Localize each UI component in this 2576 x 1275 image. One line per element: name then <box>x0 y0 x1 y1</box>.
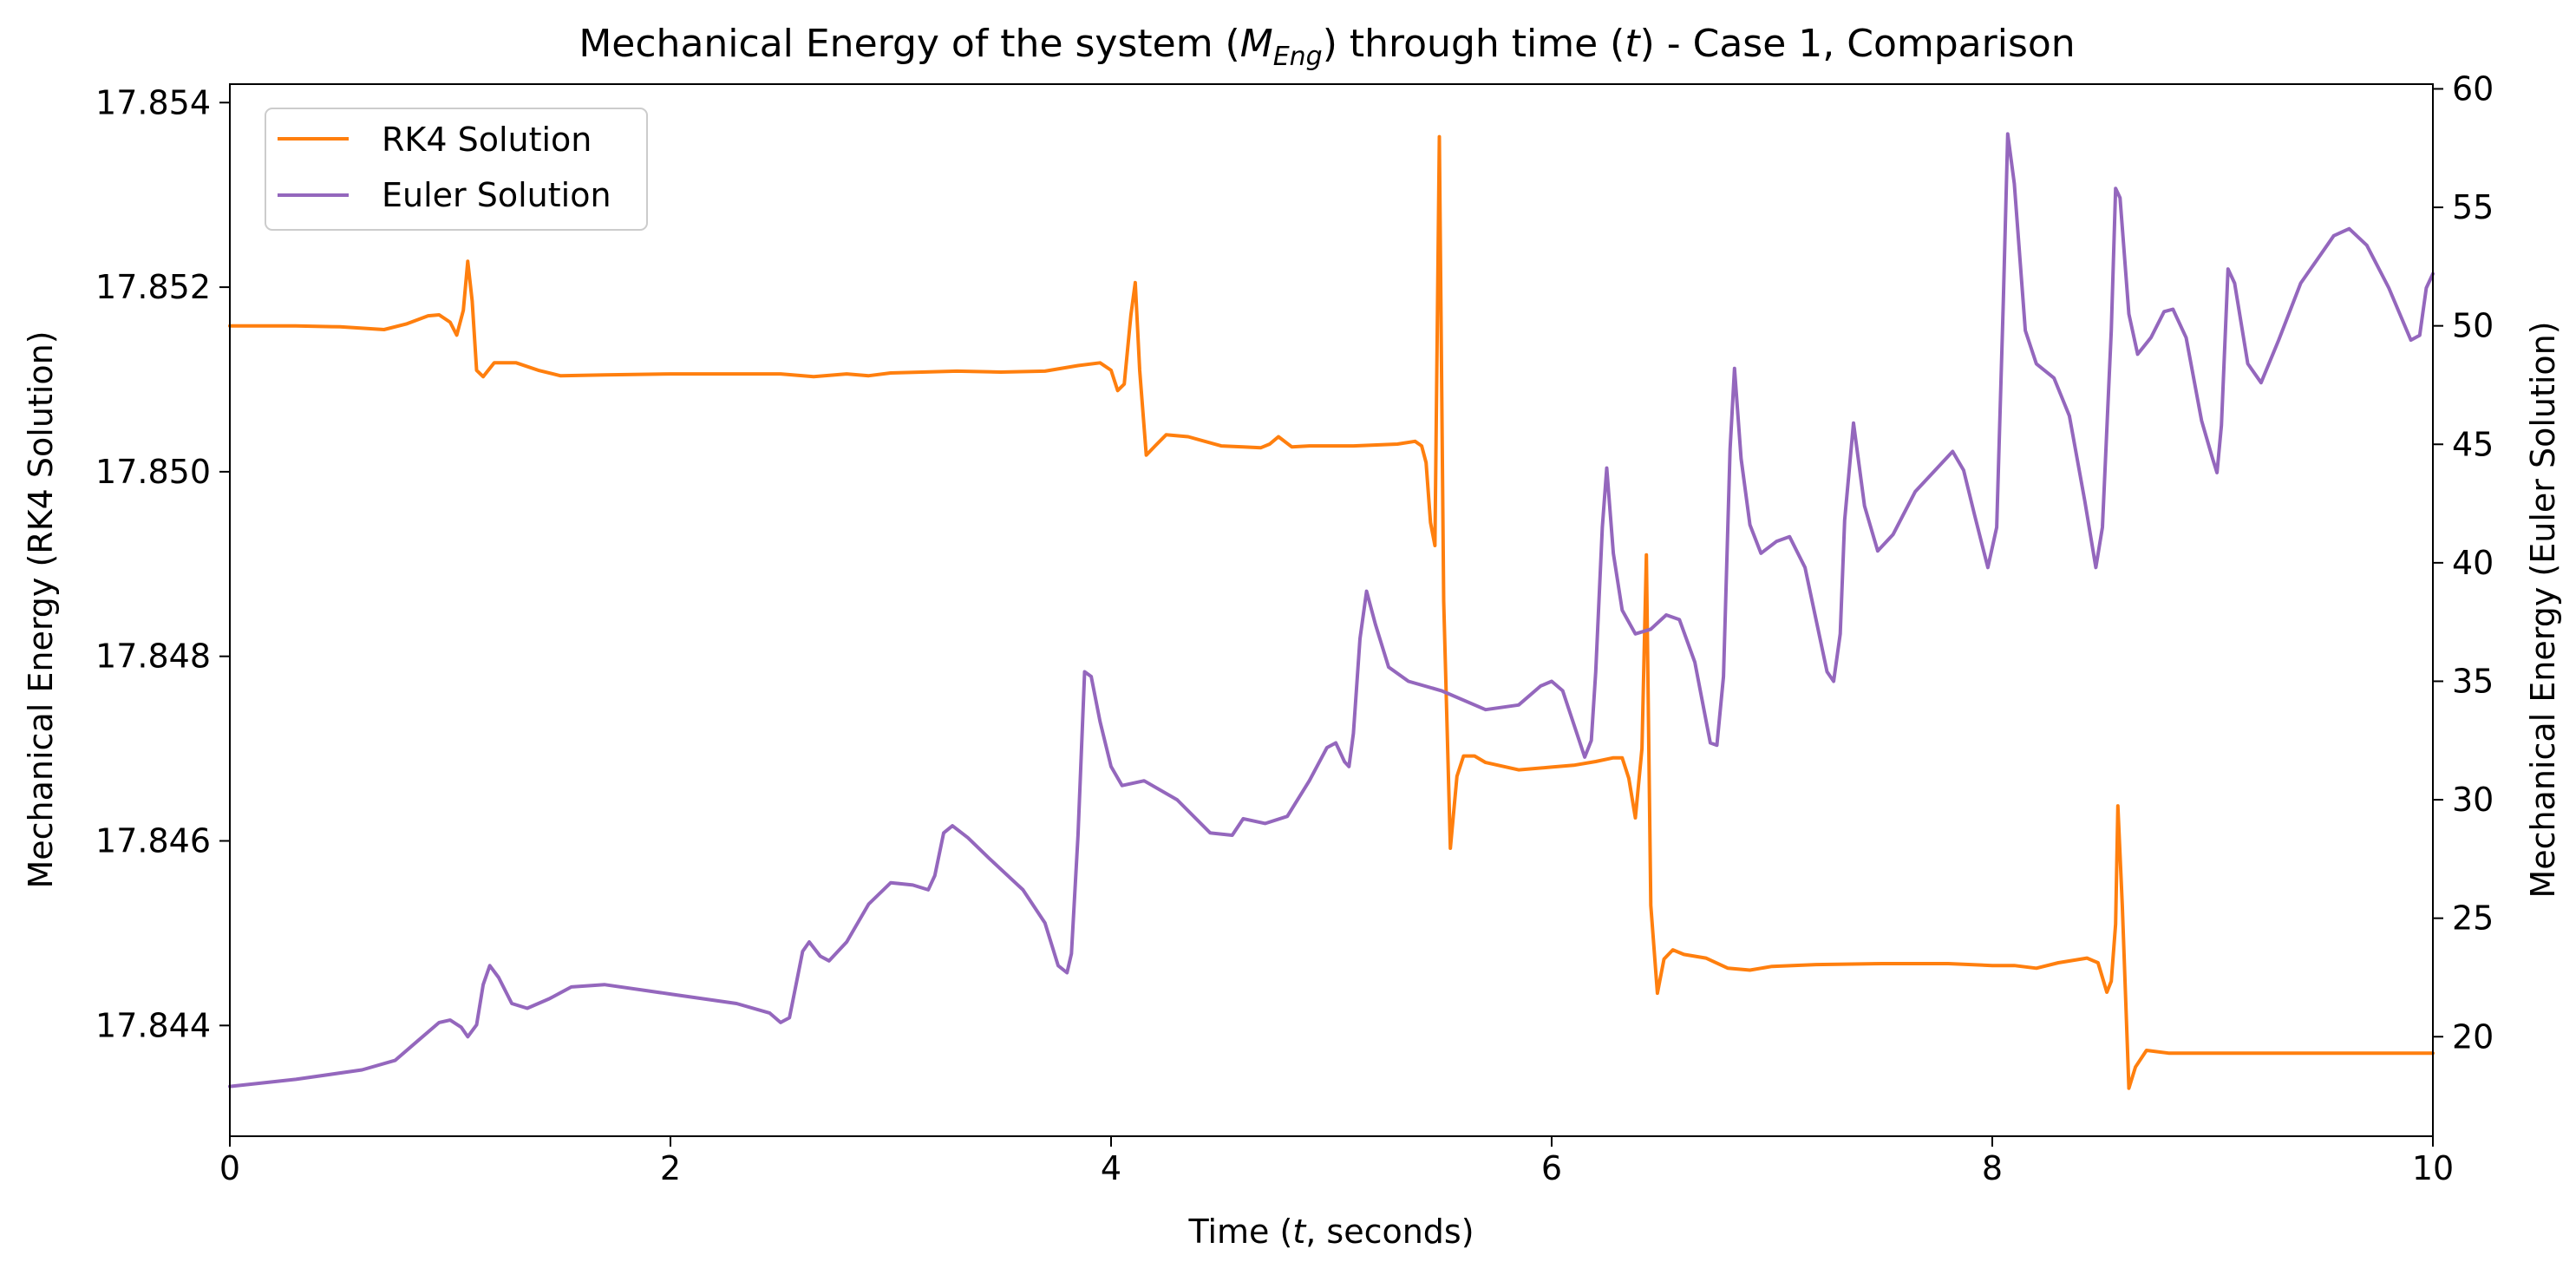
title-t: t <box>1625 22 1641 66</box>
xlabel-t: t <box>1292 1213 1307 1251</box>
title-prefix: Mechanical Energy of the system ( <box>579 22 1239 66</box>
plot-frame <box>229 83 2434 1137</box>
y-right-tick-label: 30 <box>2452 781 2494 819</box>
y-left-tick-label: 17.850 <box>95 453 211 491</box>
series-line-rk4 <box>228 134 2435 1090</box>
y-left-tick-label: 17.852 <box>95 268 211 306</box>
x-tick-label: 2 <box>660 1149 681 1187</box>
series-line-euler <box>228 132 2435 1089</box>
x-tick-label: 10 <box>2412 1149 2454 1187</box>
y-axis-right-label: Mechanical Energy (Euler Solution) <box>2524 321 2562 898</box>
legend-label-euler: Euler Solution <box>382 176 611 214</box>
y-axis-right: 20 25 30 35 40 45 50 55 60 <box>2433 69 2494 1056</box>
y-right-tick-label: 20 <box>2452 1017 2494 1056</box>
y-right-tick-label: 60 <box>2452 69 2494 108</box>
chart-title: Mechanical Energy of the system (MEng) t… <box>579 22 2075 72</box>
y-right-tick-label: 50 <box>2452 307 2494 345</box>
series-layer <box>228 132 2435 1090</box>
y-right-tick-label: 25 <box>2452 899 2494 938</box>
title-suffix: ) - Case 1, Comparison <box>1640 22 2076 66</box>
title-symbol: M <box>1240 22 1273 66</box>
y-left-tick-label: 17.844 <box>95 1006 211 1044</box>
plot-area <box>228 83 2435 1137</box>
y-right-tick-label: 45 <box>2452 425 2494 463</box>
y-right-tick-label: 55 <box>2452 188 2494 226</box>
y-axis-left: 17.844 17.846 17.848 17.850 17.852 17.854 <box>95 83 230 1044</box>
y-axis-left-label: Mechanical Energy (RK4 Solution) <box>22 330 60 888</box>
legend-box <box>265 108 648 231</box>
y-left-tick-label: 17.854 <box>95 83 211 121</box>
x-tick-label: 6 <box>1541 1149 1562 1187</box>
legend-label-rk4: RK4 Solution <box>382 121 592 159</box>
x-tick-label: 0 <box>219 1149 240 1187</box>
y-right-tick-label: 40 <box>2452 544 2494 582</box>
y-left-tick-label: 17.846 <box>95 822 211 860</box>
xlabel-suffix: , seconds) <box>1305 1213 1474 1251</box>
x-tick-label: 8 <box>1982 1149 2003 1187</box>
title-subscript: Eng <box>1273 42 1323 72</box>
x-axis: 0 2 4 6 8 10 <box>219 1136 2454 1187</box>
y-left-tick-label: 17.848 <box>95 638 211 676</box>
xlabel-prefix: Time ( <box>1187 1213 1292 1251</box>
legend: RK4 Solution Euler Solution <box>265 108 648 231</box>
x-tick-label: 4 <box>1101 1149 1121 1187</box>
x-axis-label: Time (t, seconds) <box>1187 1213 1474 1251</box>
y-right-tick-label: 35 <box>2452 662 2494 700</box>
title-middle: ) through time ( <box>1323 22 1625 66</box>
